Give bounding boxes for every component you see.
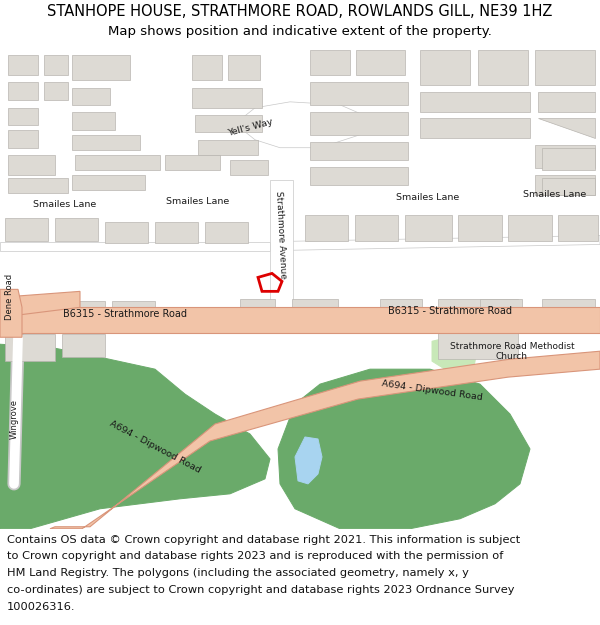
Polygon shape xyxy=(558,214,598,241)
Polygon shape xyxy=(192,88,262,108)
Polygon shape xyxy=(55,217,98,241)
Text: Smailes Lane: Smailes Lane xyxy=(397,193,460,202)
Polygon shape xyxy=(8,177,68,192)
Text: 100026316.: 100026316. xyxy=(7,602,76,612)
Text: A694 - Dipwood Road: A694 - Dipwood Road xyxy=(381,379,483,402)
Polygon shape xyxy=(75,155,160,169)
Text: Strathmore Avenue: Strathmore Avenue xyxy=(274,191,288,279)
Text: HM Land Registry. The polygons (including the associated geometry, namely x, y: HM Land Registry. The polygons (includin… xyxy=(7,568,469,578)
Polygon shape xyxy=(458,214,502,241)
Polygon shape xyxy=(280,236,600,251)
Polygon shape xyxy=(195,115,262,132)
Polygon shape xyxy=(5,301,55,328)
Polygon shape xyxy=(310,82,408,105)
Polygon shape xyxy=(165,155,220,169)
Text: Yell's Way: Yell's Way xyxy=(226,118,274,138)
Polygon shape xyxy=(535,50,595,85)
Polygon shape xyxy=(538,92,595,112)
Text: A694 - Dipwood Road: A694 - Dipwood Road xyxy=(108,419,202,475)
Text: B6315 - Strathmore Road: B6315 - Strathmore Road xyxy=(63,309,187,319)
Polygon shape xyxy=(8,82,38,100)
Polygon shape xyxy=(310,142,408,160)
Polygon shape xyxy=(305,214,348,241)
Polygon shape xyxy=(356,50,405,75)
Polygon shape xyxy=(278,369,530,529)
Text: Strathmore Road Methodist
Church: Strathmore Road Methodist Church xyxy=(449,341,574,361)
Polygon shape xyxy=(50,351,600,529)
Text: co-ordinates) are subject to Crown copyright and database rights 2023 Ordnance S: co-ordinates) are subject to Crown copyr… xyxy=(7,585,515,595)
Polygon shape xyxy=(480,299,522,321)
Polygon shape xyxy=(0,291,80,318)
Text: Smailes Lane: Smailes Lane xyxy=(166,197,230,206)
Polygon shape xyxy=(535,174,595,194)
Polygon shape xyxy=(72,112,115,130)
Polygon shape xyxy=(310,167,408,184)
Polygon shape xyxy=(44,55,68,75)
Polygon shape xyxy=(5,217,48,241)
Polygon shape xyxy=(8,130,38,148)
Text: Wingrove: Wingrove xyxy=(10,399,19,439)
Polygon shape xyxy=(8,55,38,75)
Text: Dene Road: Dene Road xyxy=(5,274,14,321)
Polygon shape xyxy=(380,299,422,324)
Polygon shape xyxy=(542,148,595,169)
Polygon shape xyxy=(508,214,552,241)
Polygon shape xyxy=(420,50,470,85)
Polygon shape xyxy=(72,174,145,189)
Polygon shape xyxy=(542,299,595,321)
Polygon shape xyxy=(62,301,105,324)
Polygon shape xyxy=(228,55,260,80)
Text: Smailes Lane: Smailes Lane xyxy=(523,190,587,199)
Polygon shape xyxy=(205,221,248,244)
Polygon shape xyxy=(270,179,293,308)
Polygon shape xyxy=(5,334,55,361)
Polygon shape xyxy=(240,102,370,148)
Polygon shape xyxy=(355,214,398,241)
Polygon shape xyxy=(72,88,110,105)
Polygon shape xyxy=(72,135,140,150)
Polygon shape xyxy=(542,177,595,194)
Polygon shape xyxy=(0,242,270,251)
Polygon shape xyxy=(192,55,222,80)
Text: Contains OS data © Crown copyright and database right 2021. This information is : Contains OS data © Crown copyright and d… xyxy=(7,534,520,544)
Polygon shape xyxy=(0,344,270,529)
Polygon shape xyxy=(112,301,155,324)
Polygon shape xyxy=(538,118,595,138)
Text: Map shows position and indicative extent of the property.: Map shows position and indicative extent… xyxy=(108,25,492,38)
Polygon shape xyxy=(420,92,530,112)
Polygon shape xyxy=(0,289,22,338)
Polygon shape xyxy=(230,160,268,174)
Polygon shape xyxy=(295,437,322,484)
Polygon shape xyxy=(405,214,452,241)
Text: to Crown copyright and database rights 2023 and is reproduced with the permissio: to Crown copyright and database rights 2… xyxy=(7,551,503,561)
Polygon shape xyxy=(310,112,408,135)
Polygon shape xyxy=(535,145,595,168)
Polygon shape xyxy=(0,308,600,333)
Polygon shape xyxy=(72,55,130,80)
Polygon shape xyxy=(105,221,148,244)
Text: B6315 - Strathmore Road: B6315 - Strathmore Road xyxy=(388,306,512,316)
Text: STANHOPE HOUSE, STRATHMORE ROAD, ROWLANDS GILL, NE39 1HZ: STANHOPE HOUSE, STRATHMORE ROAD, ROWLAND… xyxy=(47,4,553,19)
Polygon shape xyxy=(420,118,530,138)
Polygon shape xyxy=(438,299,518,359)
Polygon shape xyxy=(155,221,198,244)
Polygon shape xyxy=(62,334,105,357)
Polygon shape xyxy=(478,50,528,85)
Text: Smailes Lane: Smailes Lane xyxy=(34,200,97,209)
Polygon shape xyxy=(8,108,38,125)
Polygon shape xyxy=(198,140,258,155)
Polygon shape xyxy=(310,50,350,75)
Polygon shape xyxy=(292,299,338,328)
Polygon shape xyxy=(240,299,275,324)
Polygon shape xyxy=(44,82,68,100)
Polygon shape xyxy=(432,334,478,371)
Polygon shape xyxy=(8,155,55,174)
